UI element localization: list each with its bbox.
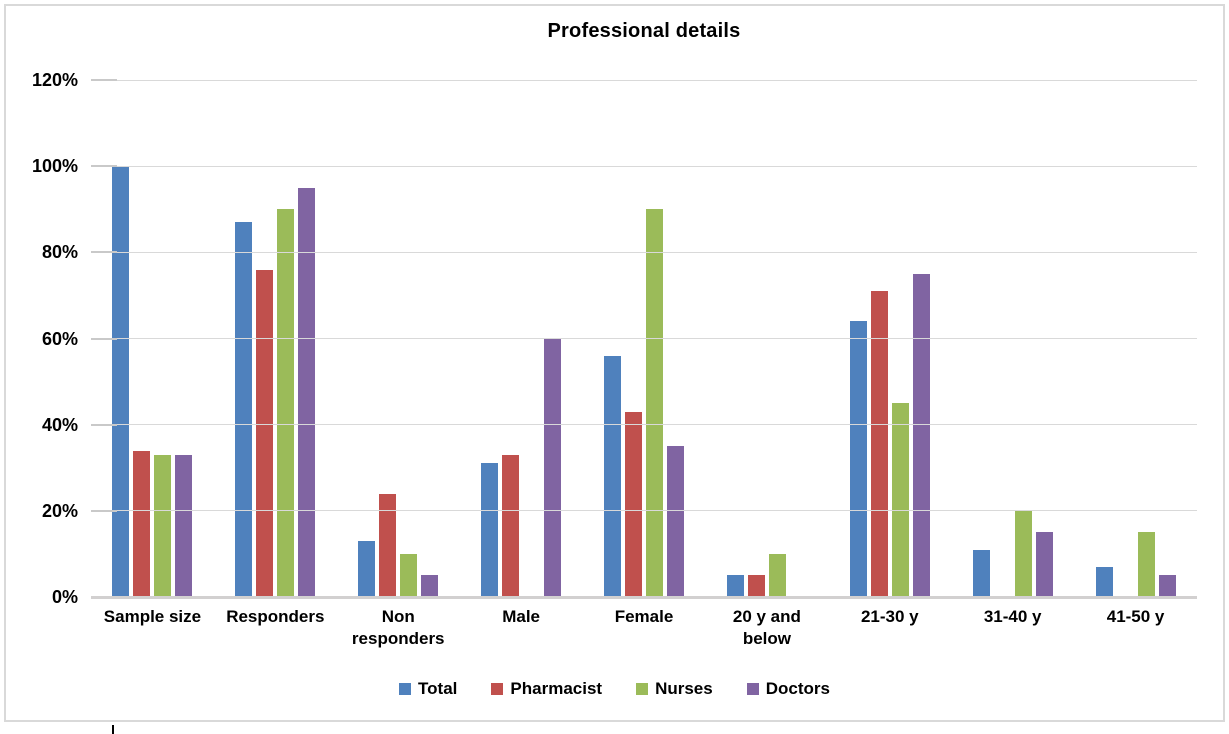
bar-total — [972, 549, 990, 597]
bar-pharmacist — [870, 291, 888, 597]
x-axis-line — [91, 596, 1197, 599]
gridline — [91, 79, 1197, 81]
gridline — [91, 424, 1197, 426]
bar-group — [91, 80, 214, 597]
bar-doctors — [667, 446, 684, 597]
y-axis-tick — [91, 165, 117, 168]
bar-doctors — [421, 575, 439, 597]
y-axis-tick-label: 60% — [41, 328, 78, 349]
y-axis-tick-label: 20% — [41, 500, 78, 521]
bar-total — [726, 575, 744, 597]
bar-nurses — [768, 553, 786, 597]
bar-groups — [91, 80, 1197, 597]
bar-group — [214, 80, 337, 597]
bar-doctors — [912, 273, 930, 597]
bar-group — [951, 80, 1074, 597]
bar-pharmacist — [502, 454, 520, 597]
bar-total — [604, 355, 621, 597]
gridline — [91, 165, 1197, 167]
y-axis-tick — [91, 509, 117, 512]
legend-swatch-icon — [399, 683, 412, 695]
legend-swatch-icon — [636, 683, 649, 695]
bar-pharmacist — [256, 269, 274, 597]
gridline — [91, 338, 1197, 339]
bar-nurses — [1014, 510, 1032, 597]
axis-tick-mark — [112, 725, 114, 734]
bar-nurses — [400, 553, 418, 597]
x-axis-category-label: Female — [614, 607, 674, 626]
y-axis-tick-label: 100% — [31, 156, 78, 177]
x-axis-category-label: 31-40 y — [983, 607, 1042, 626]
legend-item: Doctors — [746, 679, 830, 699]
bar-doctors — [1158, 575, 1176, 597]
bar-pharmacist — [379, 493, 397, 597]
bar-nurses — [646, 209, 663, 597]
plot-area — [91, 79, 1197, 599]
x-axis-category-label: Sample size — [103, 607, 202, 626]
bar-pharmacist — [747, 575, 765, 597]
bar-total — [112, 166, 130, 597]
bar-doctors — [175, 454, 193, 597]
legend-label: Total — [418, 679, 458, 698]
bar-nurses — [277, 209, 295, 597]
y-axis-tick-label: 80% — [41, 242, 78, 263]
x-axis-category-label: Non responders — [351, 607, 445, 648]
bar-total — [849, 321, 867, 597]
y-axis-tick — [91, 251, 117, 254]
legend-label: Pharmacist — [510, 679, 603, 698]
legend-item: Nurses — [636, 679, 713, 699]
bar-doctors — [298, 187, 316, 597]
bar-pharmacist — [625, 411, 642, 597]
legend-label: Doctors — [765, 679, 830, 698]
bar-nurses — [891, 403, 909, 597]
y-axis-tick-label: 40% — [41, 414, 78, 435]
bar-pharmacist — [133, 450, 151, 597]
y-axis-tick — [91, 337, 117, 340]
x-axis-labels: Sample size Responders Non responders Male F… — [91, 606, 1197, 650]
bar-total — [481, 463, 499, 597]
x-axis-category-label: 41-50 y — [1106, 607, 1165, 626]
legend-swatch-icon — [746, 683, 759, 695]
bar-group — [705, 80, 828, 597]
bar-group — [1074, 80, 1197, 597]
gridline — [91, 510, 1197, 512]
bar-doctors — [544, 338, 562, 597]
y-axis-tick-label: 120% — [31, 70, 78, 90]
x-axis-category-label: Responders — [226, 607, 325, 626]
legend-item: Pharmacist — [491, 679, 602, 699]
bar-nurses — [1137, 532, 1155, 597]
legend-label: Nurses — [655, 679, 713, 698]
y-axis-tick — [91, 79, 117, 81]
bar-total — [235, 222, 253, 597]
bar-nurses — [154, 454, 172, 597]
x-axis-category-label: 21-30 y — [860, 607, 919, 626]
y-axis-labels: 0% 20% 40% 60% 80% 100% 120% — [0, 70, 78, 607]
legend-item: Total — [399, 679, 457, 699]
bar-total — [1095, 566, 1113, 597]
bar-group — [583, 80, 706, 597]
x-axis-category-label: 20 y and below — [732, 607, 801, 648]
bar-group — [828, 80, 951, 597]
bar-group — [460, 80, 583, 597]
x-axis-category-label: Male — [502, 607, 541, 626]
y-axis-tick-label: 0% — [51, 587, 78, 607]
legend: Total Pharmacist Nurses Doctors — [0, 679, 1229, 699]
bar-group — [337, 80, 460, 597]
bar-total — [358, 541, 376, 597]
gridline — [91, 251, 1197, 253]
legend-swatch-icon — [491, 683, 504, 695]
y-axis-tick — [91, 423, 117, 426]
bar-doctors — [1035, 532, 1053, 597]
chart-title: Professional details — [547, 20, 741, 42]
